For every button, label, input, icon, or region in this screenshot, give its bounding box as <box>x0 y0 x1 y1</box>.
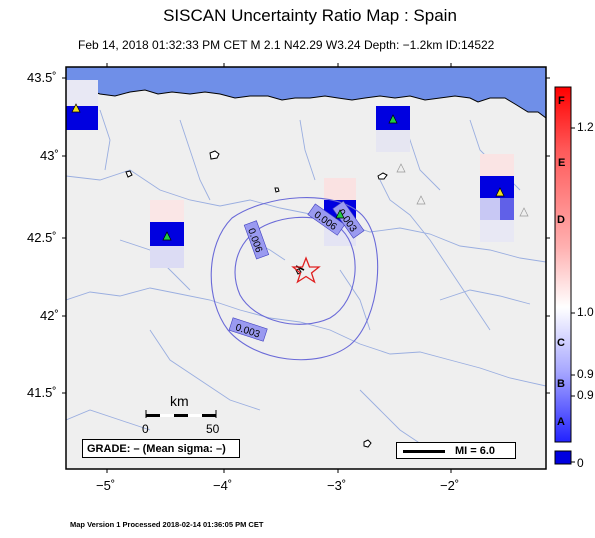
mi-line-swatch <box>403 450 445 453</box>
colorbar-ticks <box>571 127 575 463</box>
sea-area <box>66 67 546 118</box>
map-footer: Map Version 1 Processed 2018-02-14 01:36… <box>70 520 264 529</box>
colorbar-low-swatch <box>554 450 572 465</box>
scale-bar <box>145 410 217 418</box>
map-frame <box>65 66 547 470</box>
lat-label: 43.5˚ <box>27 70 57 85</box>
coastline <box>66 87 546 119</box>
station-triangle-open <box>396 163 406 173</box>
lon-label: −2˚ <box>440 478 460 493</box>
grade-box: GRADE: – (Mean sigma: –) <box>82 439 240 458</box>
map-title: SISCAN Uncertainty Ratio Map : Spain <box>163 6 457 25</box>
colorbar-letter: B <box>557 378 565 390</box>
station-triangle-green <box>335 209 345 219</box>
colorbar-letter: F <box>558 95 565 107</box>
colorbar-value: 1.2 <box>577 120 594 134</box>
station-triangle-green <box>388 114 398 124</box>
colorbar-value: 0.9 <box>577 388 594 402</box>
colorbar-letter: D <box>557 214 565 226</box>
lat-label: 43˚ <box>40 148 59 163</box>
lon-label: −5˚ <box>96 478 116 493</box>
map-subtitle: Feb 14, 2018 01:32:33 PM CET M 2.1 N42.2… <box>78 38 495 52</box>
lat-label: 42.5˚ <box>27 230 57 245</box>
colorbar-gradient <box>554 86 572 443</box>
frame-ticks <box>62 63 550 473</box>
colorbar-value: 1.0 <box>577 305 594 319</box>
colorbar-value: 0 <box>577 456 584 470</box>
station-triangle-yellow <box>495 187 505 197</box>
scale-tick-0: 0 <box>142 422 149 436</box>
lat-label: 42˚ <box>40 308 59 323</box>
land-area <box>66 67 546 469</box>
mi-label: MI = 6.0 <box>455 445 496 457</box>
station-triangle-open <box>519 207 529 217</box>
stations <box>71 103 529 241</box>
mi-legend: MI = 6.0 <box>396 442 516 459</box>
station-triangle-yellow <box>71 103 81 113</box>
lat-label: 41.5˚ <box>27 385 57 400</box>
scale-title: km <box>170 393 189 409</box>
lon-label: −4˚ <box>213 478 233 493</box>
colorbar-letter: C <box>557 337 565 349</box>
lon-label: −3˚ <box>327 478 347 493</box>
lakes <box>125 150 388 448</box>
station-triangle-open <box>416 195 426 205</box>
station-triangle-green <box>162 231 172 241</box>
colorbar-letter: A <box>557 416 565 428</box>
epicenter-star-icon <box>291 256 321 284</box>
scale-tick-50: 50 <box>206 422 220 436</box>
colorbar-letter: E <box>558 157 566 169</box>
colorbar-value: 0.9 <box>577 367 594 381</box>
